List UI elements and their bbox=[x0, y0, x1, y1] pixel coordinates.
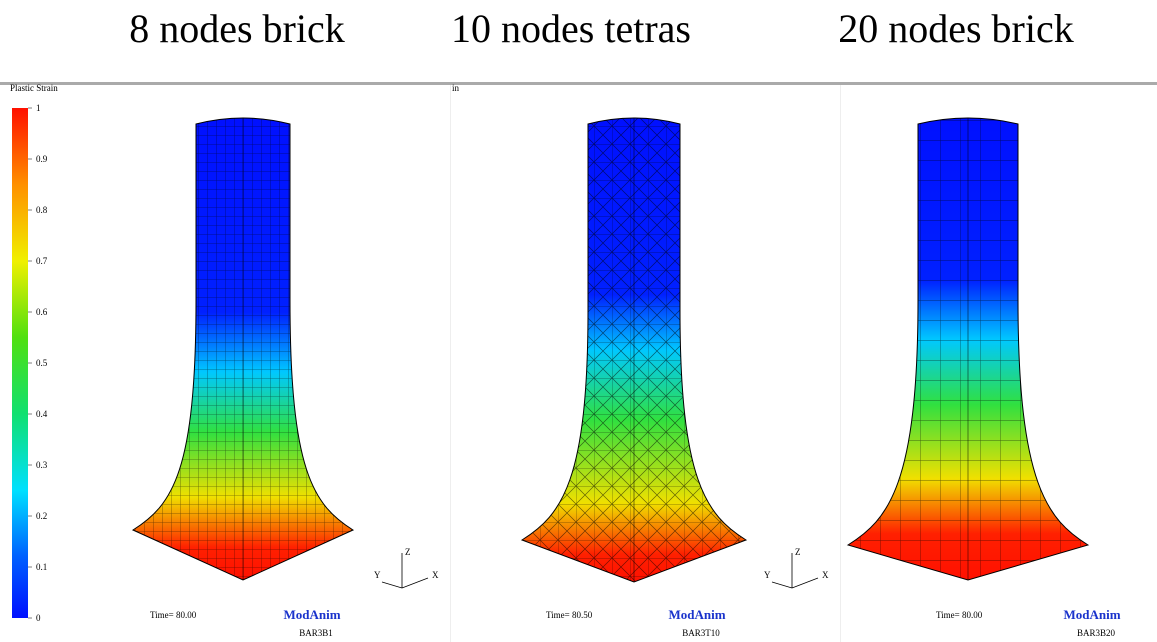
axis-label: Y bbox=[374, 570, 381, 580]
logo: ModAnim bbox=[668, 607, 725, 622]
tick-label: 0 bbox=[36, 613, 41, 623]
tick-label: 0.6 bbox=[36, 307, 48, 317]
axis-label: X bbox=[432, 570, 439, 580]
tick-label: 0.2 bbox=[36, 511, 47, 521]
time-label: Time= 80.00 bbox=[936, 610, 983, 620]
logo: ModAnim bbox=[283, 607, 340, 622]
model-name: BAR3T10 bbox=[682, 628, 720, 638]
axis-label: Z bbox=[795, 547, 801, 557]
axes-triad bbox=[772, 553, 818, 588]
tick-label: 0.4 bbox=[36, 409, 48, 419]
axis-label: Y bbox=[764, 570, 771, 580]
tick-label: 0.3 bbox=[36, 460, 48, 470]
tick-label: 0.8 bbox=[36, 205, 48, 215]
panel-title: 8 nodes brick bbox=[129, 6, 345, 51]
tick-label: 0.1 bbox=[36, 562, 47, 572]
model-name: BAR3B20 bbox=[1077, 628, 1116, 638]
separator bbox=[840, 85, 841, 642]
colorbar bbox=[12, 108, 28, 618]
panel-title: 20 nodes brick bbox=[838, 6, 1074, 51]
axis-label: Z bbox=[405, 547, 411, 557]
colorbar-title: Plastic Strain bbox=[10, 83, 58, 93]
time-label: Time= 80.00 bbox=[150, 610, 197, 620]
axes-triad bbox=[382, 553, 428, 588]
logo: ModAnim bbox=[1063, 607, 1120, 622]
panel-title: 10 nodes tetras bbox=[451, 6, 691, 51]
time-label: Time= 80.50 bbox=[546, 610, 593, 620]
axis-label: X bbox=[822, 570, 829, 580]
model-name: BAR3B1 bbox=[299, 628, 333, 638]
corner-label: in bbox=[452, 83, 460, 93]
tick-label: 0.5 bbox=[36, 358, 48, 368]
tick-label: 0.7 bbox=[36, 256, 48, 266]
page: 8 nodes brick 10 nodes tetras 20 nodes b… bbox=[0, 0, 1157, 642]
divider bbox=[0, 82, 1157, 85]
tick-label: 0.9 bbox=[36, 154, 48, 164]
separator bbox=[450, 85, 451, 642]
tick-label: 1 bbox=[36, 103, 41, 113]
